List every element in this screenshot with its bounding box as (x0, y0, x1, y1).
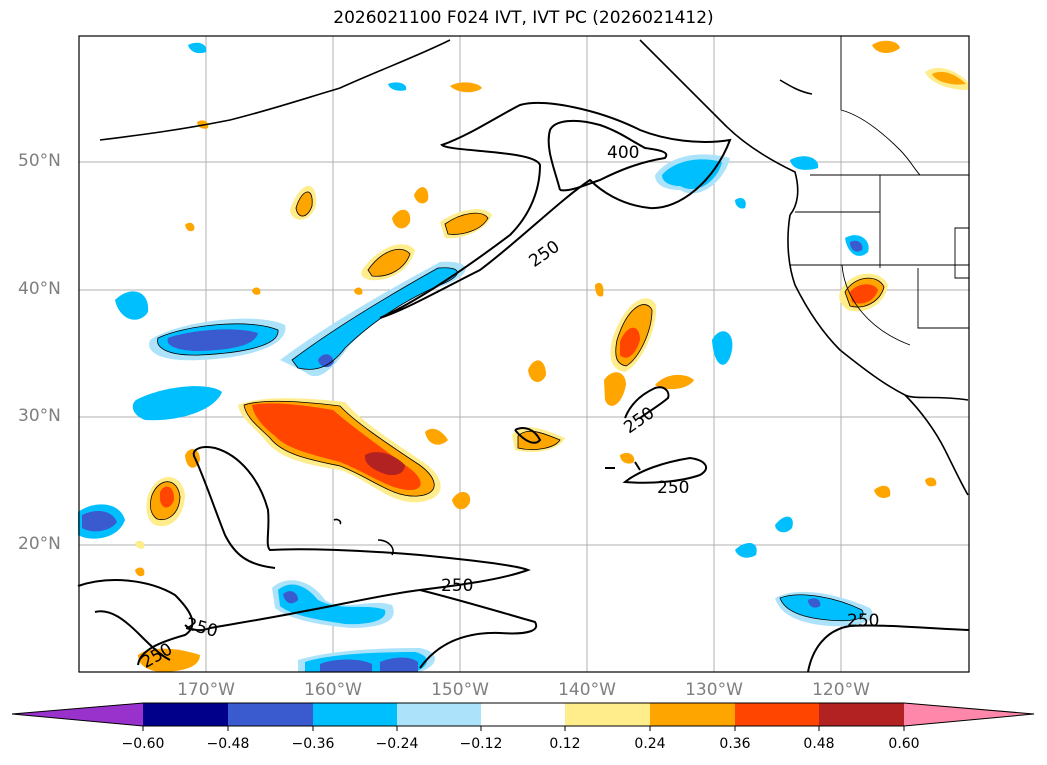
negative-pc-regions (78, 42, 873, 672)
map-frame (78, 35, 970, 673)
colorbar-tick: 0.36 (719, 736, 751, 752)
coastlines (99, 39, 969, 556)
contour-label-250-c: 250 (657, 478, 689, 498)
colorbar-extend-high (904, 703, 1034, 726)
colorbar-tick: 0.48 (803, 736, 835, 752)
lon-label-150w: 150°W (431, 680, 489, 700)
colorbar-tick: 0.24 (634, 736, 666, 752)
contour-label-250-g: 250 (847, 611, 879, 631)
colorbar-tick: 0.12 (549, 736, 581, 752)
lat-label-20n: 20°N (18, 534, 61, 554)
chart-title: 2026021100 F024 IVT, IVT PC (2026021412) (333, 8, 714, 28)
lat-label-40n: 40°N (18, 279, 61, 299)
contour-label-250-d: 250 (441, 576, 473, 596)
contour-label-400: 400 (607, 143, 639, 163)
lon-label-170w: 170°W (177, 680, 235, 700)
positive-pc-regions (135, 40, 968, 672)
colorbar-tick: −0.36 (291, 736, 335, 752)
colorbar (11, 702, 1035, 731)
colorbar-tick: 0.60 (888, 736, 920, 752)
political-boundaries (790, 36, 970, 346)
colorbar-tick: −0.60 (121, 736, 165, 752)
lon-label-120w: 120°W (812, 680, 870, 700)
lon-label-160w: 160°W (304, 680, 362, 700)
lat-label-50n: 50°N (18, 151, 61, 171)
colorbar-tick: −0.24 (375, 736, 419, 752)
ivt-contours (77, 102, 970, 673)
colorbar-tick: −0.12 (459, 736, 503, 752)
lat-label-30n: 30°N (18, 406, 61, 426)
lon-label-140w: 140°W (558, 680, 616, 700)
lon-label-130w: 130°W (685, 680, 743, 700)
colorbar-tick: −0.48 (206, 736, 250, 752)
colorbar-extend-low (12, 703, 143, 726)
